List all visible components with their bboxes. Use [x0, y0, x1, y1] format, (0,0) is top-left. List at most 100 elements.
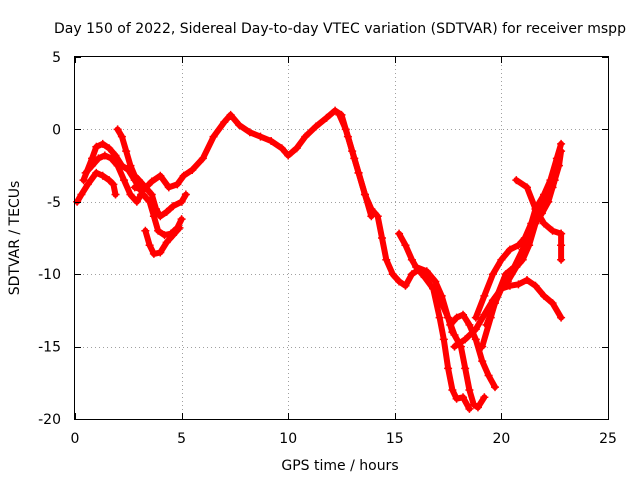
series-trace-k — [472, 148, 565, 321]
data-point-marker — [235, 121, 244, 130]
data-point-marker — [407, 255, 416, 264]
data-point-marker — [98, 139, 107, 148]
data-point-marker — [111, 190, 120, 199]
data-point-marker — [478, 342, 487, 351]
data-point-marker — [480, 291, 489, 300]
data-point-marker — [284, 151, 293, 160]
data-point-marker — [497, 255, 506, 264]
data-point-marker — [139, 186, 148, 195]
x-tick-label: 5 — [177, 431, 186, 447]
data-point-marker — [160, 231, 169, 240]
data-point-marker — [173, 180, 182, 189]
data-point-marker — [557, 255, 566, 264]
data-point-marker — [177, 197, 186, 206]
data-point-marker — [531, 205, 540, 214]
data-series — [73, 106, 566, 413]
grid — [75, 57, 608, 419]
data-point-marker — [152, 205, 161, 214]
data-point-marker — [437, 291, 446, 300]
data-point-marker — [120, 176, 129, 185]
data-point-marker — [465, 320, 474, 329]
data-point-marker — [548, 299, 557, 308]
data-point-marker — [122, 147, 131, 156]
data-point-marker — [420, 273, 429, 282]
data-point-marker — [179, 171, 188, 180]
y-axis-label: SDTVAR / TECUs — [7, 181, 23, 296]
data-point-marker — [354, 168, 363, 177]
x-tick-label: 15 — [386, 431, 404, 447]
y-tick-label: -20 — [38, 412, 61, 428]
data-point-marker — [459, 310, 468, 319]
data-point-marker — [429, 284, 438, 293]
data-point-marker — [512, 176, 521, 185]
data-point-marker — [292, 144, 301, 153]
data-point-marker — [341, 125, 350, 134]
data-point-marker — [484, 371, 493, 380]
data-point-marker — [109, 180, 118, 189]
data-point-marker — [482, 320, 491, 329]
data-point-marker — [552, 154, 561, 163]
data-point-marker — [548, 226, 557, 235]
data-point-marker — [107, 154, 116, 163]
x-tick-label: 10 — [279, 431, 297, 447]
data-point-marker — [557, 313, 566, 322]
data-point-marker — [162, 207, 171, 216]
data-point-marker — [209, 132, 218, 141]
data-point-marker — [335, 110, 344, 119]
data-point-marker — [348, 147, 357, 156]
data-point-marker — [459, 393, 468, 402]
data-point-marker — [450, 342, 459, 351]
data-point-marker — [471, 335, 480, 344]
data-point-marker — [514, 280, 523, 289]
data-point-marker — [126, 161, 135, 170]
plot-frame — [74, 56, 609, 420]
data-point-marker — [162, 238, 171, 247]
data-point-marker — [557, 139, 566, 148]
data-point-marker — [557, 229, 566, 238]
data-point-marker — [446, 320, 455, 329]
data-point-marker — [198, 154, 207, 163]
data-point-marker — [401, 281, 410, 290]
data-point-marker — [512, 262, 521, 271]
series-trace-j — [451, 277, 565, 350]
data-point-marker — [422, 267, 431, 276]
data-point-marker — [267, 136, 276, 145]
y-tick-label: 0 — [52, 122, 61, 138]
data-point-marker — [367, 212, 376, 221]
data-point-marker — [480, 310, 489, 319]
chart-title: Day 150 of 2022, Sidereal Day-to-day VTE… — [54, 21, 626, 37]
series-trace-f — [336, 111, 375, 220]
series-trace-e — [131, 107, 488, 411]
data-point-marker — [88, 161, 97, 170]
data-point-marker — [435, 313, 444, 322]
data-point-marker — [94, 154, 103, 163]
data-point-marker — [188, 165, 197, 174]
data-point-marker — [461, 335, 470, 344]
data-point-marker — [439, 335, 448, 344]
data-point-marker — [518, 255, 527, 264]
x-tick-label: 0 — [71, 431, 80, 447]
data-point-marker — [448, 328, 457, 337]
data-point-marker — [256, 132, 265, 141]
data-point-marker — [175, 223, 184, 232]
data-point-marker — [395, 277, 404, 286]
data-point-marker — [105, 144, 114, 153]
data-point-marker — [461, 364, 470, 373]
data-point-marker — [469, 400, 478, 409]
y-tick-label: -5 — [47, 195, 61, 211]
data-point-marker — [92, 168, 101, 177]
data-point-marker — [92, 142, 101, 151]
data-point-marker — [141, 226, 150, 235]
data-point-marker — [401, 241, 410, 250]
data-point-marker — [395, 229, 404, 238]
data-point-marker — [98, 171, 107, 180]
data-point-marker — [77, 190, 86, 199]
data-point-marker — [540, 190, 549, 199]
data-point-marker — [113, 125, 122, 134]
data-point-marker — [147, 177, 156, 186]
data-point-marker — [452, 394, 461, 403]
data-point-marker — [465, 404, 474, 413]
data-point-marker — [81, 168, 90, 177]
data-point-marker — [378, 234, 387, 242]
